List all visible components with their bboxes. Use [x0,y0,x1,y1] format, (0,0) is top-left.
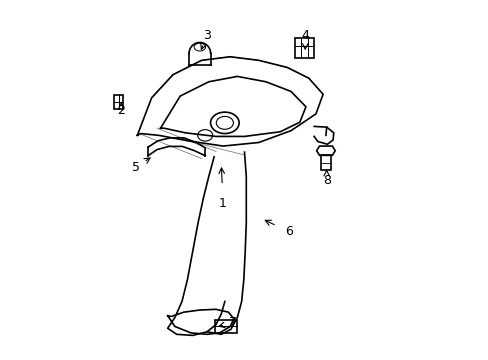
Bar [294,38,314,58]
Bar [215,320,236,333]
Bar [114,95,123,109]
Text: 5: 5 [131,161,139,174]
Text: 3: 3 [203,29,210,42]
Text: 8: 8 [322,174,330,186]
Text: 2: 2 [117,104,125,117]
Text: 4: 4 [301,29,308,42]
Bar [320,156,330,170]
Text: 1: 1 [219,197,226,210]
Text: 7: 7 [228,316,237,329]
Text: 6: 6 [285,225,292,238]
